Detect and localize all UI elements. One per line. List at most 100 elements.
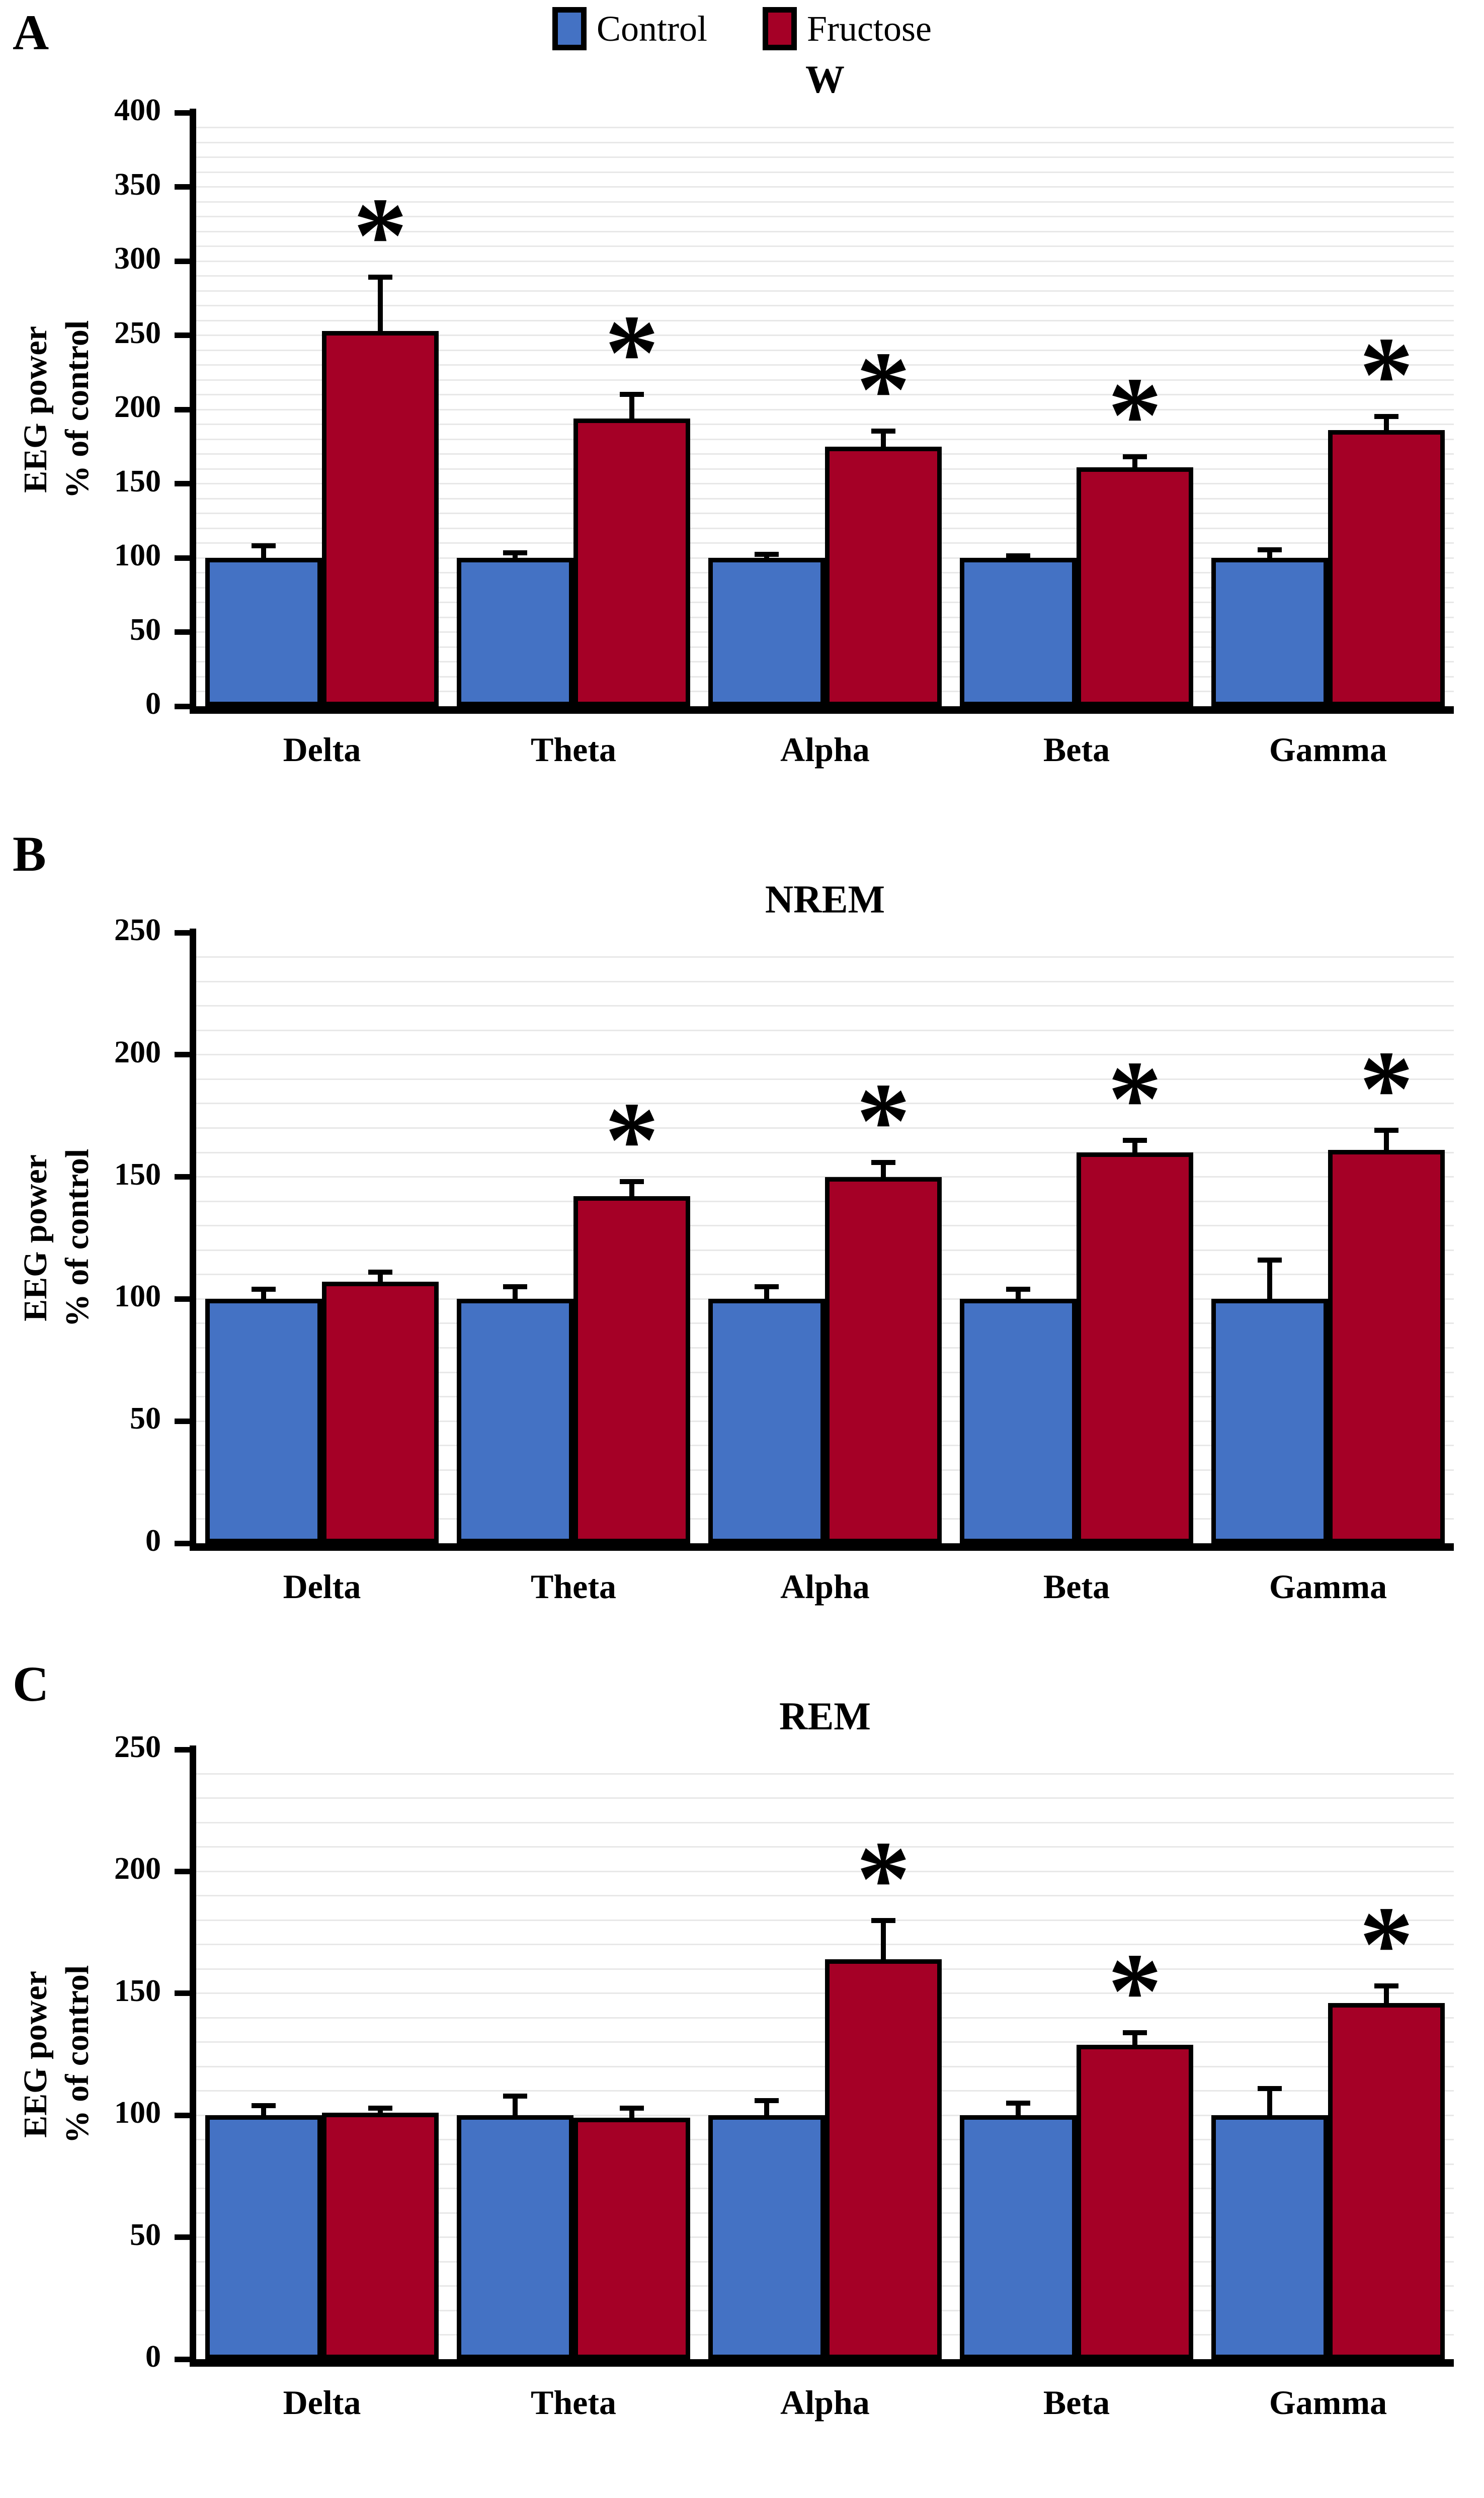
error-bar-cap <box>1374 1983 1398 1989</box>
y-tick-label: 250 <box>114 1730 161 1764</box>
error-bar <box>764 2098 769 2116</box>
y-tick-label: 200 <box>114 1852 161 1886</box>
error-bar <box>629 1179 634 1197</box>
y-tick-label: 100 <box>114 1279 161 1314</box>
error-bar <box>378 1270 383 1282</box>
gridline <box>196 1870 1454 1872</box>
gridline <box>196 216 1454 217</box>
y-axis-tick <box>175 2356 190 2362</box>
gridline <box>196 980 1454 982</box>
error-bar <box>1132 1137 1137 1153</box>
gridline <box>196 1005 1454 1007</box>
error-bar-cap <box>1123 1137 1147 1143</box>
x-category-label: Delta <box>283 2383 361 2422</box>
y-tick-label: 400 <box>114 93 161 127</box>
bar-control-beta <box>960 1299 1077 1543</box>
error-bar-cap <box>620 391 644 397</box>
y-axis-tick <box>175 930 190 936</box>
y-tick-label: 0 <box>145 2340 161 2374</box>
y-axis-tick <box>175 1052 190 1058</box>
bar-control-delta <box>205 558 322 706</box>
error-bar-cap <box>1374 1128 1398 1133</box>
y-tick-label: 250 <box>114 913 161 947</box>
y-tick-label: 0 <box>145 1524 161 1558</box>
error-bar-cap <box>620 2105 644 2111</box>
error-bar-cap <box>871 429 895 434</box>
error-bar-cap <box>503 2093 527 2099</box>
gridline <box>196 1151 1454 1153</box>
gridline <box>196 1127 1454 1129</box>
gridline <box>196 349 1454 351</box>
y-axis-tick <box>175 629 190 635</box>
y-axis-tick <box>175 1296 190 1302</box>
chart-title-rem: REM <box>779 1694 871 1738</box>
y-axis-title-line1: EEG power <box>17 326 54 493</box>
error-bar-cap <box>1258 1257 1282 1263</box>
significance-asterisk: * <box>856 329 911 450</box>
gridline <box>196 305 1454 306</box>
gridline <box>196 1103 1454 1105</box>
gridline <box>196 1054 1454 1056</box>
error-bar <box>1267 2086 1272 2116</box>
error-bar-cap <box>1006 553 1030 559</box>
error-bar <box>261 1287 266 1299</box>
significance-asterisk: * <box>1108 1930 1162 2051</box>
error-bar <box>1132 454 1137 468</box>
y-axis-tick <box>175 406 190 412</box>
error-bar <box>629 391 634 419</box>
y-axis-line <box>190 109 196 714</box>
gridline <box>196 379 1454 381</box>
error-bar-cap <box>368 1270 392 1275</box>
y-tick-label: 150 <box>114 1973 161 2008</box>
legend-swatch-fructose-icon <box>763 7 797 50</box>
gridline <box>196 408 1454 410</box>
bar-fructose-theta <box>573 1196 690 1543</box>
gridline <box>196 335 1454 336</box>
error-bar-cap <box>368 274 392 280</box>
significance-asterisk: * <box>856 1060 911 1181</box>
chart-title-nrem: NREM <box>765 877 885 921</box>
significance-asterisk: * <box>605 1079 659 1200</box>
error-bar <box>1267 547 1272 558</box>
bar-control-theta <box>457 2115 573 2359</box>
gridline <box>196 1944 1454 1946</box>
y-tick-label: 200 <box>114 390 161 424</box>
bar-control-beta <box>960 2115 1077 2359</box>
significance-asterisk: * <box>1108 1038 1162 1158</box>
x-category-label: Theta <box>531 730 616 769</box>
bar-fructose-beta <box>1077 1152 1193 1543</box>
y-axis-tick <box>175 1990 190 1996</box>
y-tick-label: 300 <box>114 241 161 276</box>
y-tick-label: 250 <box>114 315 161 350</box>
gridline <box>196 1797 1454 1799</box>
gridline <box>196 245 1454 247</box>
error-bar <box>881 1918 886 1959</box>
x-category-label: Beta <box>1043 2383 1110 2422</box>
error-bar-cap <box>503 550 527 556</box>
gridline <box>196 201 1454 203</box>
x-category-label: Theta <box>531 2383 616 2422</box>
y-tick-label: 150 <box>114 1157 161 1192</box>
y-axis-tick <box>175 1174 190 1180</box>
bar-control-alpha <box>708 558 825 706</box>
significance-asterisk: * <box>1108 354 1162 475</box>
bar-fructose-alpha <box>825 446 942 706</box>
gridline <box>196 290 1454 292</box>
y-axis-tick <box>175 2112 190 2118</box>
y-axis-tick <box>175 258 190 264</box>
bar-fructose-delta <box>322 330 439 706</box>
y-axis-tick <box>175 703 190 709</box>
y-axis-tick <box>175 1418 190 1424</box>
y-tick-label: 200 <box>114 1035 161 1069</box>
y-axis-tick <box>175 1746 190 1753</box>
error-bar <box>1016 1287 1021 1299</box>
plot-area-w: 0 50 100 150 200 250 300 350 400 * Delta * Theta * Alp… <box>114 95 1454 767</box>
x-axis-line <box>190 2359 1454 2367</box>
plot-area-nrem: 0 50 100 150 200 250 Delta * Theta * Alpha * Beta * Ga… <box>114 914 1454 1604</box>
error-bar <box>881 429 886 447</box>
y-axis-tick <box>175 481 190 486</box>
gridline <box>196 127 1454 128</box>
y-axis-title: EEG power % of control <box>15 1037 111 1439</box>
x-axis-line <box>190 1543 1454 1551</box>
x-category-label: Theta <box>531 1567 616 1606</box>
